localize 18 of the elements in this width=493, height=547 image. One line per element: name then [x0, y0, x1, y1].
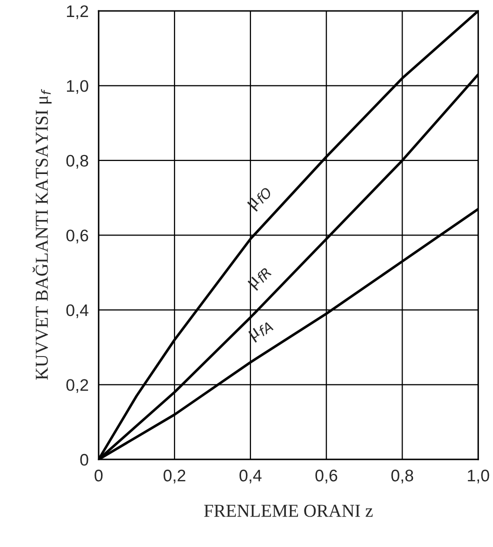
y-tick-label: 1,0: [66, 80, 88, 94]
x-axis-title: FRENLEME ORANI z: [204, 504, 373, 517]
y-tick-label: 0,8: [66, 154, 88, 169]
x-tick-label: 1,0: [468, 470, 490, 484]
x-tick-label: 0,6: [315, 470, 338, 484]
text: μ$_{fO}$: [247, 185, 274, 212]
x-tick-label: 0,4: [240, 470, 262, 484]
text: μ$_{fR}$: [248, 266, 272, 291]
y-tick-label: 0,4: [66, 304, 88, 318]
y-tick-label: 0,2: [66, 379, 88, 393]
y-tick-label: 1,2: [66, 5, 88, 20]
y-tick-label: 0,6: [66, 230, 88, 244]
y-axis-title: KUVVET BAĞLANTI KATSAYISI μ$_{f}$: [32, 89, 52, 380]
x-tick-label: 0,8: [391, 470, 414, 484]
x-tick-label: 0: [94, 470, 103, 482]
y-tick-label: 0: [80, 454, 88, 466]
text: μ$_{fA}$: [248, 319, 274, 343]
x-tick-label: 0,2: [164, 470, 186, 484]
